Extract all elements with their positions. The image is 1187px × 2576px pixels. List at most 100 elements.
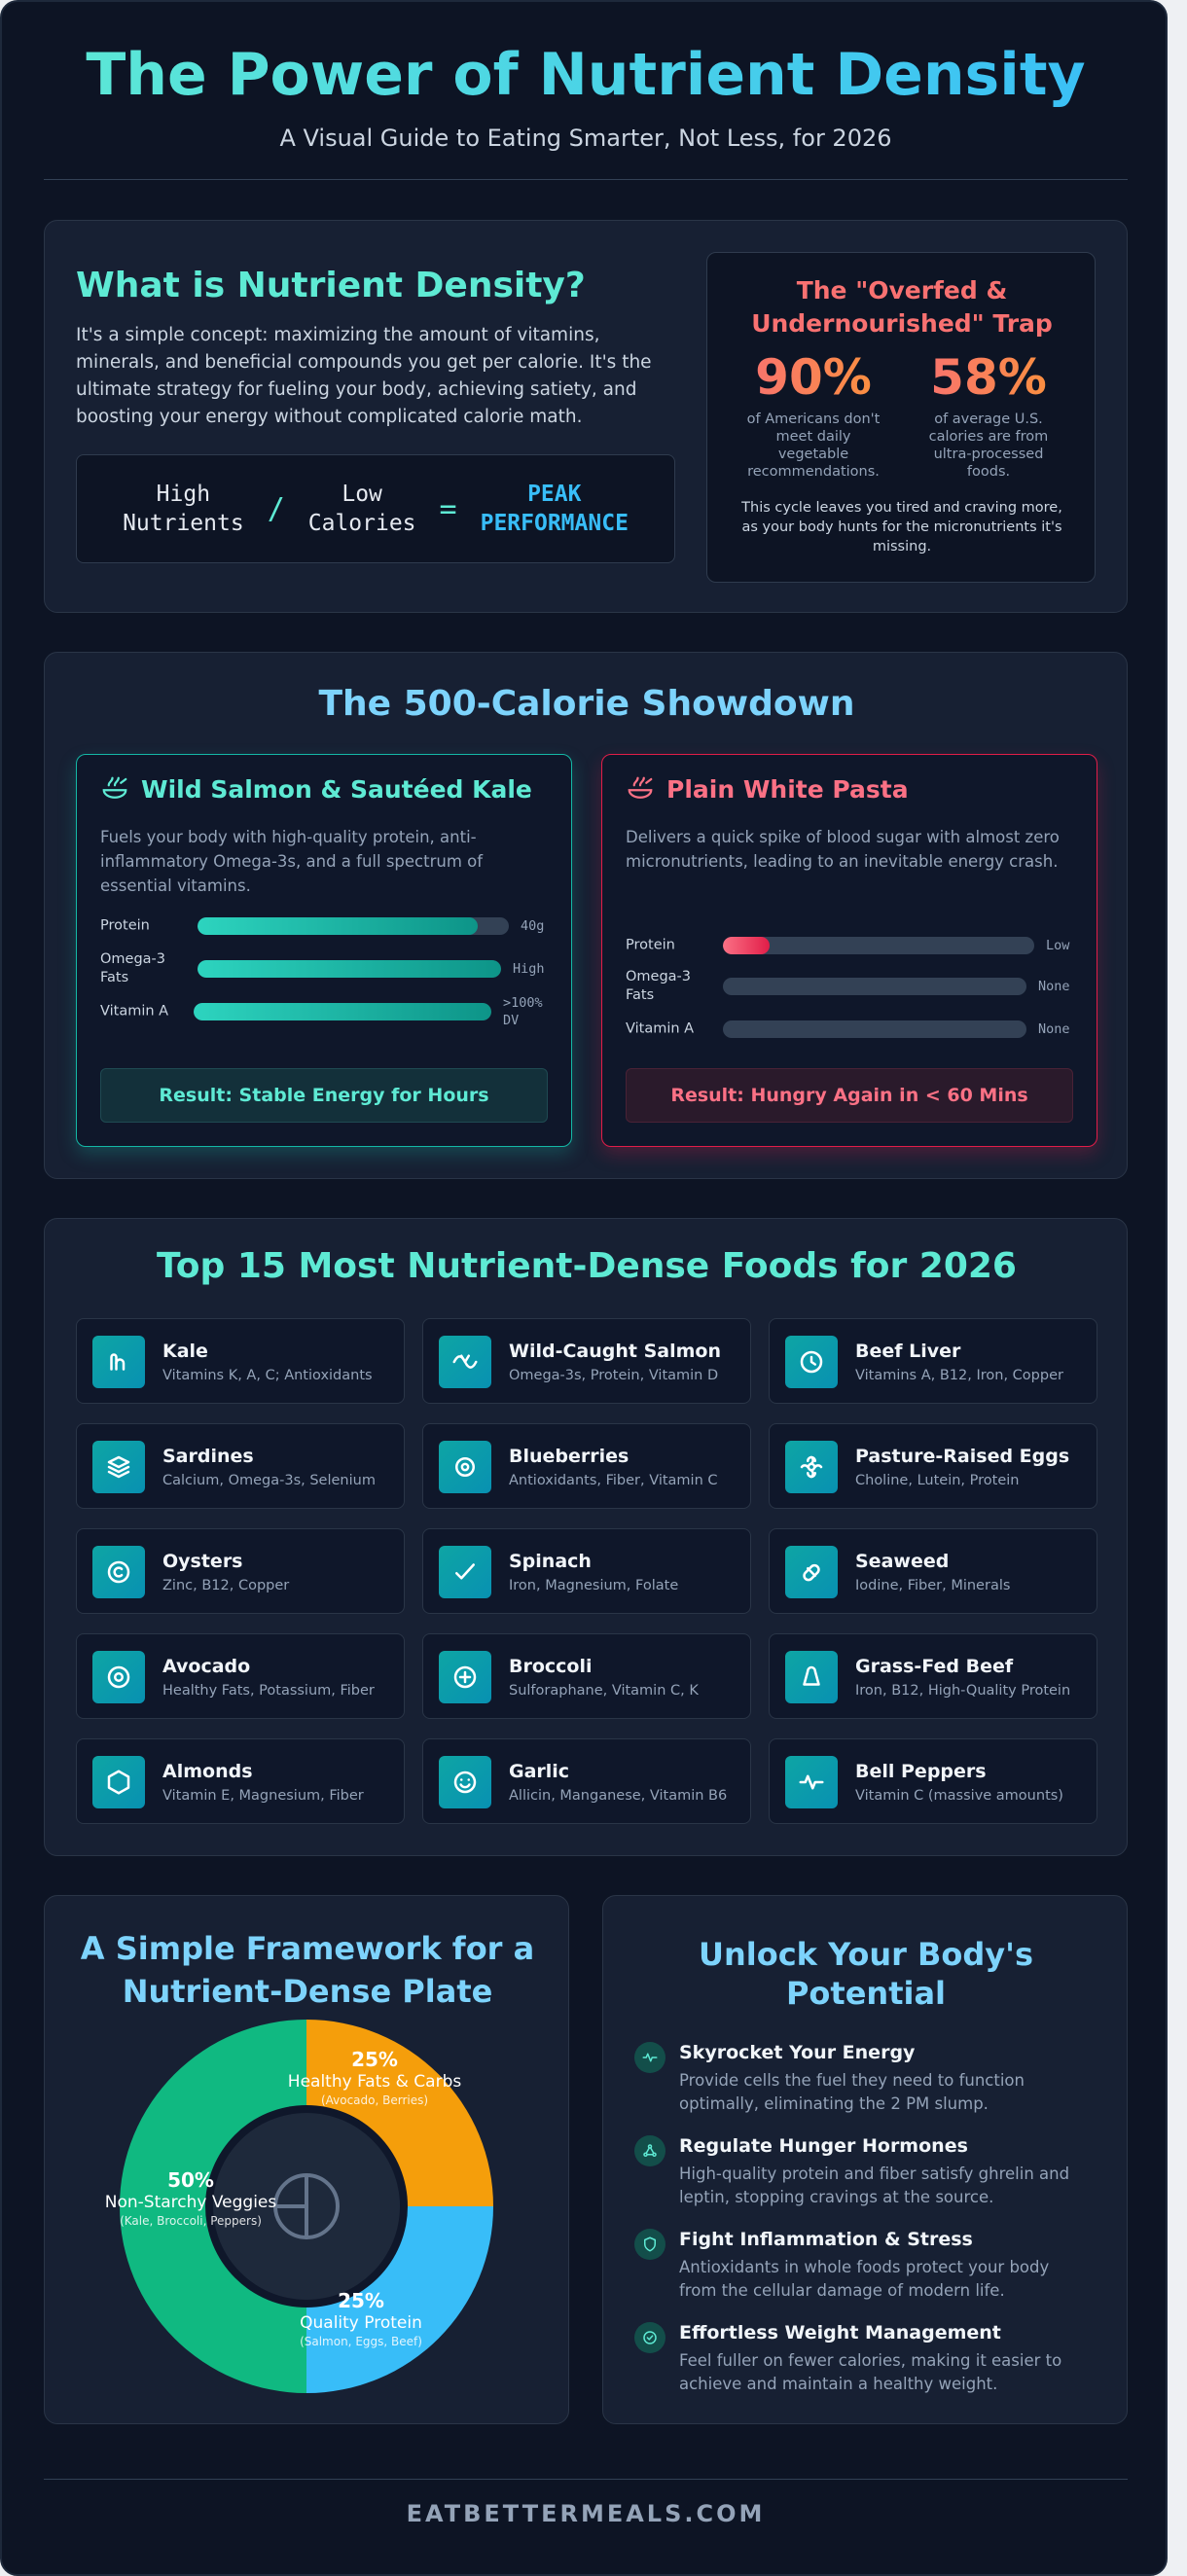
bar-value: >100% DV — [503, 995, 543, 1028]
food-tile: Oysters Zinc, B12, Copper — [76, 1528, 405, 1614]
food-name: Bell Peppers — [855, 1761, 987, 1782]
benefit-title: Effortless Weight Management — [679, 2322, 1001, 2343]
check-badge-icon — [643, 2331, 657, 2344]
food-nutrients: Allicin, Manganese, Vitamin B6 — [509, 1788, 728, 1804]
intro-title: What is Nutrient Density? — [76, 266, 586, 305]
food-name: Grass-Fed Beef — [855, 1656, 1014, 1677]
salmon-kale-name: Wild Salmon & Sautéed Kale — [141, 774, 532, 804]
plate-pie-chart — [120, 2020, 493, 2393]
bar-fill — [723, 937, 770, 954]
bar-label: Omega-3 Fats — [100, 951, 166, 985]
pie-name-fats: Healthy Fats & Carbs — [287, 2072, 462, 2092]
bar-track — [723, 978, 1026, 995]
bar-row: Omega-3 Fats None — [626, 967, 1083, 1006]
white-pasta-name: Plain White Pasta — [666, 774, 909, 804]
bar-track — [198, 917, 509, 935]
food-icon-box — [785, 1336, 838, 1388]
food-tile: Broccoli Sulforaphane, Vitamin C, K — [422, 1633, 751, 1719]
salmon-kale-description: Fuels your body with high-quality protei… — [100, 828, 484, 895]
clock-icon — [800, 1350, 823, 1374]
bar-value: Low — [1046, 938, 1070, 953]
plate-title-line2: Nutrient-Dense Plate — [122, 1973, 493, 2010]
food-name: Spinach — [509, 1551, 592, 1572]
food-tile: Sardines Calcium, Omega-3s, Selenium — [76, 1423, 405, 1509]
stat-vegetables-label: of Americans don't meet daily vegetable … — [746, 411, 881, 480]
check-icon — [455, 1563, 475, 1580]
benefits-title-line2: Potential — [785, 1975, 947, 2012]
bar-track — [723, 1020, 1026, 1038]
footer-site: EATBETTERMEALS.COM — [406, 2500, 766, 2527]
target-icon — [107, 1665, 130, 1689]
bar-fill — [198, 917, 478, 935]
benefit-icon-badge — [634, 2042, 665, 2073]
bar-label: Protein — [100, 917, 150, 934]
benefit-icon-badge — [634, 2135, 665, 2166]
benefit-icon-badge — [634, 2322, 665, 2353]
pie-example-veggies: (Kale, Broccoli, Peppers) — [120, 2214, 262, 2228]
pie-label-protein: 25% Quality Protein (Salmon, Eggs, Beef) — [269, 2289, 453, 2349]
showdown-title: The 500-Calorie Showdown — [318, 684, 855, 724]
food-nutrients: Vitamins A, B12, Iron, Copper — [855, 1368, 1063, 1383]
formula-result-line1: PEAK — [527, 482, 582, 507]
copyright-icon — [107, 1560, 130, 1584]
flower-icon — [800, 1455, 823, 1479]
trap-note: This cycle leaves you tired and craving … — [741, 500, 1062, 555]
formula-term-calories: Low Calories — [308, 480, 416, 538]
pill-icon — [803, 1563, 820, 1582]
plate-title-line1: A Simple Framework for a — [80, 1930, 535, 1967]
bar-row: Vitamin A None — [626, 1010, 1083, 1049]
bar-row: Vitamin A >100% DV — [100, 992, 558, 1031]
benefits-title: Unlock Your Body's Potential — [603, 1935, 1129, 2013]
fish-icon — [452, 1354, 478, 1369]
formula-term1-line2: Nutrients — [123, 511, 244, 536]
food-tile: Blueberries Antioxidants, Fiber, Vitamin … — [422, 1423, 751, 1509]
food-icon-box — [439, 1336, 491, 1388]
showdown-section: The 500-Calorie Showdown Wild Salmon & S… — [44, 652, 1128, 1179]
salmon-kale-header: Wild Salmon & Sautéed Kale — [100, 774, 532, 804]
formula-term2-line1: Low — [342, 482, 382, 507]
pie-name-veggies: Non-Starchy Veggies — [104, 2193, 277, 2212]
food-nutrients: Vitamin E, Magnesium, Fiber — [162, 1788, 364, 1804]
top-foods-section: Top 15 Most Nutrient-Dense Foods for 202… — [44, 1218, 1128, 1856]
food-nutrients: Healthy Fats, Potassium, Fiber — [162, 1683, 375, 1699]
food-nutrients: Omega-3s, Protein, Vitamin D — [509, 1368, 719, 1383]
pulse-icon — [642, 2053, 658, 2062]
food-tile: Grass-Fed Beef Iron, B12, High-Quality Pr… — [769, 1633, 1097, 1719]
stat-vegetables: 90% of Americans don't meet daily vegeta… — [740, 348, 886, 481]
salmon-kale-card: Wild Salmon & Sautéed Kale Fuels your bo… — [76, 754, 572, 1147]
pie-pct-veggies: 50% — [167, 2168, 214, 2192]
trap-title: The "Overfed & Undernourished" Trap — [751, 276, 1053, 338]
food-icon-box — [92, 1546, 145, 1598]
food-name: Pasture-Raised Eggs — [855, 1446, 1070, 1467]
bar-track — [723, 937, 1034, 954]
bar-label: Vitamin A — [100, 1003, 169, 1020]
bar-row: Protein 40g — [100, 907, 558, 946]
bar-row: Protein Low — [626, 926, 1083, 965]
food-icon-box — [439, 1651, 491, 1703]
food-icon-box — [439, 1441, 491, 1493]
network-icon — [643, 2144, 657, 2157]
bar-track — [194, 1003, 491, 1020]
formula-term1-line1: High — [156, 482, 211, 507]
food-name: Avocado — [162, 1656, 251, 1677]
benefit-title: Regulate Hunger Hormones — [679, 2135, 968, 2157]
formula-result-line2: PERFORMANCE — [480, 511, 629, 536]
stat-processed-value: 58% — [916, 348, 1061, 407]
food-tile: Wild-Caught Salmon Omega-3s, Protein, Vit… — [422, 1318, 751, 1404]
food-name: Kale — [162, 1341, 208, 1362]
plate-utensils-icon — [273, 2173, 340, 2239]
food-tile: Beef Liver Vitamins A, B12, Iron, Copper — [769, 1318, 1097, 1404]
pie-pct-fats: 25% — [351, 2048, 398, 2071]
benefit-icon-badge — [634, 2229, 665, 2260]
header: The Power of Nutrient Density A Visual G… — [2, 37, 1166, 152]
food-nutrients: Iron, Magnesium, Folate — [509, 1578, 679, 1593]
food-icon-box — [785, 1651, 838, 1703]
pie-label-veggies: 50% Non-Starchy Veggies (Kale, Broccoli,… — [93, 2168, 288, 2229]
food-icon-box — [439, 1756, 491, 1808]
plate-icon — [628, 776, 653, 799]
food-name: Wild-Caught Salmon — [509, 1341, 721, 1362]
stat-vegetables-value: 90% — [740, 348, 886, 407]
white-pasta-description: Delivers a quick spike of blood sugar wi… — [626, 828, 1060, 871]
bar-row: Omega-3 Fats High — [100, 949, 558, 988]
